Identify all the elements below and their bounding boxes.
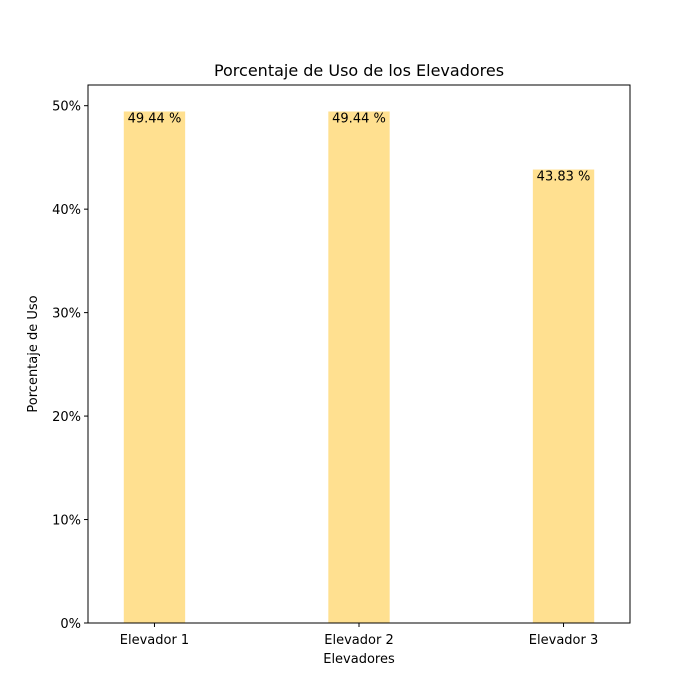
y-tick-label-4: 40% — [52, 203, 81, 218]
y-tick-label-5: 50% — [52, 100, 81, 115]
x-axis-ticks: Elevador 1 Elevador 2 Elevador 3 — [120, 623, 598, 648]
y-tick-label-1: 10% — [52, 514, 81, 529]
y-tick-label-2: 20% — [52, 410, 81, 425]
y-tick-label-3: 30% — [52, 307, 81, 322]
y-axis-label: Porcentaje de Uso — [26, 295, 41, 412]
bars-group: 49.44 % 49.44 % 43.83 % — [123, 111, 595, 624]
bar-1 — [123, 111, 186, 624]
bar-value-label-2: 49.44 % — [332, 111, 386, 126]
bar-value-label-1: 49.44 % — [128, 111, 182, 126]
y-tick-label-0: 0% — [60, 617, 81, 632]
plot-frame — [87, 84, 631, 624]
x-axis-label: Elevadores — [323, 652, 395, 667]
x-tick-label-2: Elevador 2 — [324, 633, 393, 648]
chart-title: Porcentaje de Uso de los Elevadores — [214, 61, 504, 80]
x-tick-label-3: Elevador 3 — [529, 633, 598, 648]
y-axis-ticks: 0% 10% 20% 30% 40% 50% — [52, 100, 88, 632]
bar-3 — [532, 169, 595, 623]
x-tick-label-1: Elevador 1 — [120, 633, 189, 648]
bar-2 — [328, 111, 390, 624]
bar-value-label-3: 43.83 % — [537, 170, 591, 185]
